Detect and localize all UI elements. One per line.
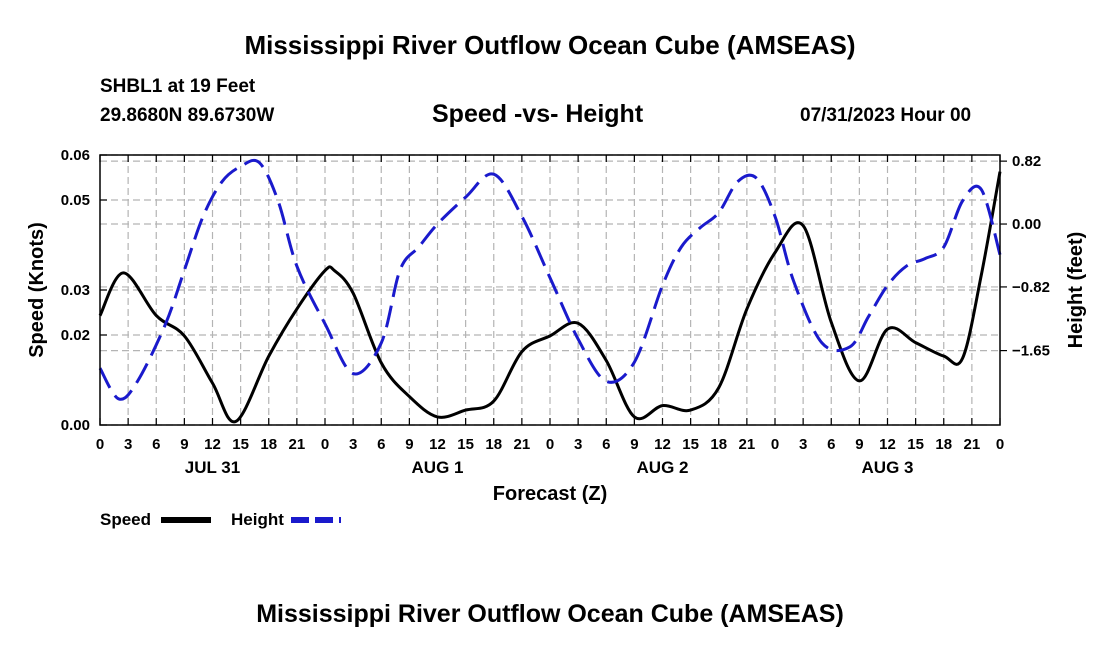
y-tick-label: 0.02 — [61, 327, 90, 344]
y-tick-label: 0.00 — [61, 417, 90, 434]
x-tick-label: 18 — [935, 436, 952, 453]
footer-title: Mississippi River Outflow Ocean Cube (AM… — [256, 600, 844, 628]
y2-tick-label: −0.82 — [1012, 279, 1050, 296]
x-tick-label: 21 — [739, 436, 756, 453]
x-day-label: JUL 31 — [185, 458, 240, 477]
y2-tick-label: 0.82 — [1012, 153, 1041, 170]
y-tick-label: 0.05 — [61, 192, 90, 209]
y-tick-label: 0.06 — [61, 147, 90, 164]
x-tick-label: 0 — [96, 436, 104, 453]
x-tick-label: 0 — [996, 436, 1004, 453]
x-tick-label: 18 — [260, 436, 277, 453]
y-axis-title: Speed (Knots) — [26, 222, 48, 358]
y2-tick-label: 0.00 — [1012, 216, 1041, 233]
x-tick-label: 18 — [710, 436, 727, 453]
legend-speed-label: Speed — [100, 510, 151, 529]
x-tick-label: 18 — [485, 436, 502, 453]
x-tick-label: 6 — [377, 436, 385, 453]
x-tick-label: 0 — [321, 436, 329, 453]
x-tick-label: 3 — [574, 436, 582, 453]
x-tick-label: 3 — [124, 436, 132, 453]
series-line-height — [98, 158, 1002, 401]
x-tick-label: 15 — [232, 436, 249, 453]
x-tick-label: 21 — [514, 436, 531, 453]
x-tick-label: 9 — [180, 436, 188, 453]
axes: 0 3 6 9 12 15 18 21 0 3 6 9 12 15 18 21 0 3 6 9 12 15 18 21 0 3 6 9… — [61, 147, 1050, 477]
y2-axis-title: Height (feet) — [1065, 232, 1087, 349]
x-tick-label: 21 — [964, 436, 981, 453]
y-tick-label: 0.03 — [61, 282, 90, 299]
x-day-label: AUG 3 — [862, 458, 914, 477]
x-tick-label: 12 — [654, 436, 671, 453]
station-coords: 29.8680N 89.6730W — [100, 105, 275, 126]
x-tick-label: 6 — [602, 436, 610, 453]
x-tick-label: 3 — [349, 436, 357, 453]
y2-tick-label: −1.65 — [1012, 343, 1050, 360]
legend-height-label: Height — [231, 510, 284, 529]
grid — [100, 154, 1000, 426]
x-tick-label: 0 — [546, 436, 554, 453]
x-tick-label: 15 — [907, 436, 924, 453]
x-day-label: AUG 2 — [637, 458, 689, 477]
series-line-speed — [98, 171, 1002, 424]
x-tick-label: 6 — [152, 436, 160, 453]
x-tick-label: 12 — [204, 436, 221, 453]
station-label: SHBL1 at 19 Feet — [100, 76, 256, 97]
x-tick-label: 12 — [879, 436, 896, 453]
x-tick-label: 9 — [405, 436, 413, 453]
x-tick-label: 6 — [827, 436, 835, 453]
chart-title: Speed -vs- Height — [432, 100, 644, 128]
x-tick-label: 3 — [799, 436, 807, 453]
x-day-label: AUG 1 — [412, 458, 464, 477]
forecast-time: 07/31/2023 Hour 00 — [800, 105, 972, 126]
x-tick-label: 9 — [630, 436, 638, 453]
x-tick-label: 0 — [771, 436, 779, 453]
x-tick-label: 9 — [855, 436, 863, 453]
x-tick-label: 21 — [289, 436, 306, 453]
x-tick-label: 15 — [457, 436, 474, 453]
page-title: Mississippi River Outflow Ocean Cube (AM… — [244, 30, 856, 60]
x-tick-label: 15 — [682, 436, 699, 453]
series-layer — [98, 158, 1002, 424]
x-axis-title: Forecast (Z) — [493, 483, 607, 505]
x-tick-label: 12 — [429, 436, 446, 453]
